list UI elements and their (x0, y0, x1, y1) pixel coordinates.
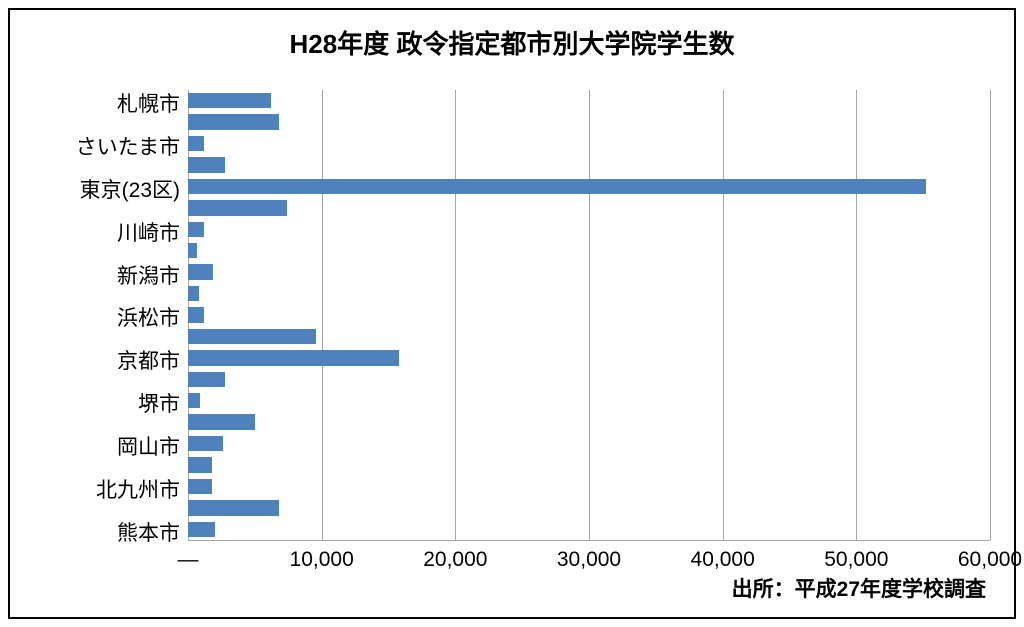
bar (188, 522, 215, 537)
y-tick-label: 京都市 (20, 345, 180, 375)
y-tick-label: 新潟市 (20, 260, 180, 290)
x-tick-label: — (178, 548, 199, 572)
bar (188, 222, 204, 237)
gridline (455, 90, 456, 540)
gridline (856, 90, 857, 540)
bar (188, 136, 204, 151)
x-tick-label: 30,000 (557, 548, 621, 572)
bar (188, 157, 225, 172)
gridline (990, 90, 991, 540)
chart-title: H28年度 政令指定都市別大学院学生数 (10, 24, 1014, 61)
y-tick-label: 川崎市 (20, 217, 180, 247)
gridline (723, 90, 724, 540)
bar (188, 200, 287, 215)
bar (188, 286, 199, 301)
x-tick-label: 60,000 (958, 548, 1022, 572)
bar (188, 93, 271, 108)
bar (188, 479, 212, 494)
y-tick-label: 岡山市 (20, 431, 180, 461)
y-tick-label: 浜松市 (20, 302, 180, 332)
x-tick-label: 50,000 (824, 548, 888, 572)
y-tick-label: 札幌市 (20, 88, 180, 118)
x-tick-label: 20,000 (423, 548, 487, 572)
y-tick-label: 堺市 (20, 388, 180, 418)
y-tick-label: 熊本市 (20, 517, 180, 547)
source-note: 出所：平成27年度学校調査 (732, 573, 986, 603)
plot-area: —10,00020,00030,00040,00050,00060,000札幌市… (188, 90, 990, 540)
chart-frame: H28年度 政令指定都市別大学院学生数 —10,00020,00030,0004… (8, 8, 1016, 619)
bar (188, 500, 279, 515)
y-tick-label: さいたま市 (20, 131, 180, 161)
bar (188, 307, 204, 322)
axis-bottom (188, 540, 990, 541)
bar (188, 436, 223, 451)
bar (188, 264, 213, 279)
y-tick-label: 北九州市 (20, 474, 180, 504)
y-tick-label: 東京(23区) (20, 174, 180, 204)
bar (188, 414, 255, 429)
bar (188, 179, 926, 194)
bar (188, 350, 399, 365)
gridline (322, 90, 323, 540)
gridline (589, 90, 590, 540)
bar (188, 329, 316, 344)
bar (188, 393, 200, 408)
x-tick-label: 40,000 (691, 548, 755, 572)
x-tick-label: 10,000 (290, 548, 354, 572)
bar (188, 114, 279, 129)
bar (188, 243, 197, 258)
bar (188, 372, 225, 387)
bar (188, 457, 212, 472)
